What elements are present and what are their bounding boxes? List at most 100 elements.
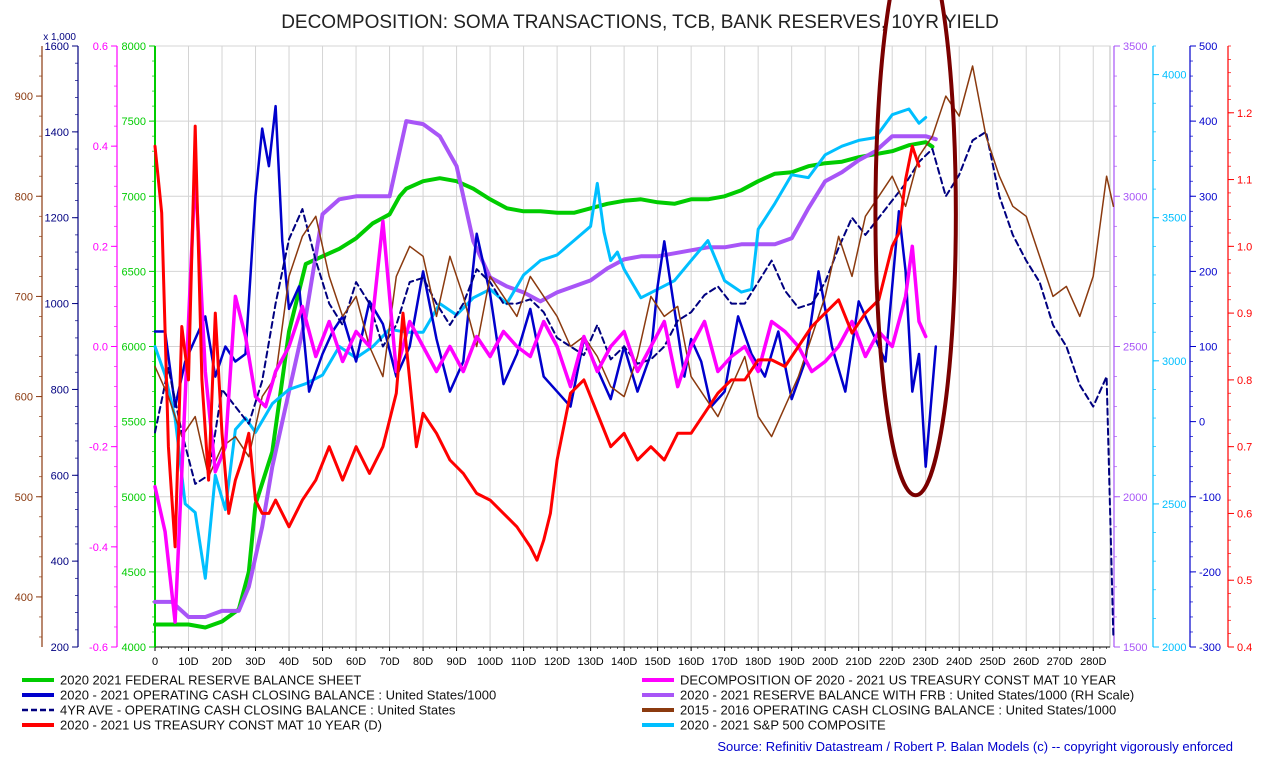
series-line-5: [154, 65, 1115, 478]
legend-label-4: DECOMPOSITION OF 2020 - 2021 US TREASURY…: [680, 673, 1116, 688]
y-tick-label-green: 6500: [122, 266, 146, 278]
y-tick-label-blue: -100: [1199, 492, 1221, 504]
y-tick-label-brown: 600: [15, 392, 33, 404]
legend-label-3: 2020 - 2021 US TREASURY CONST MAT 10 YEA…: [60, 718, 382, 733]
y-tick-label-navy: 1000: [45, 299, 69, 311]
x-tick-label: 20D: [212, 656, 232, 668]
y-tick-label-cyan: 2500: [1162, 499, 1186, 511]
x-tick-label: 150D: [644, 656, 670, 668]
legend: 2020 2021 FEDERAL RESERVE BALANCE SHEET2…: [22, 673, 1134, 733]
legend-label-7: 2020 - 2021 S&P 500 COMPOSITE: [680, 718, 886, 733]
y-tick-label-navy: 1400: [45, 127, 69, 139]
y-tick-label-brown: 700: [15, 291, 33, 303]
y-tick-label-red: 1.1: [1237, 175, 1252, 187]
y-tick-label-green: 6000: [122, 342, 146, 354]
y-tick-label-magenta: 0.4: [93, 141, 108, 153]
x-tick-label: 180D: [745, 656, 771, 668]
series-layer: [153, 65, 1115, 640]
y-tick-label-blue: 300: [1199, 191, 1217, 203]
x-tick-label: 280D: [1080, 656, 1106, 668]
y-tick-label-brown: 900: [15, 91, 33, 103]
x-tick-label: 190D: [779, 656, 805, 668]
y-tick-label-magenta: -0.4: [89, 542, 108, 554]
series-line-4: [154, 130, 1115, 640]
x-tick-label: 270D: [1047, 656, 1073, 668]
x-tick-label: 160D: [678, 656, 704, 668]
series-line-0: [153, 140, 935, 630]
y-tick-label-navy: 200: [51, 642, 69, 654]
y-tick-label-purple: 2500: [1123, 342, 1147, 354]
series-line-7: [153, 124, 921, 562]
y-tick-label-red: 0.5: [1237, 575, 1252, 587]
y-tick-label-cyan: 4000: [1162, 70, 1186, 82]
y-tick-label-red: 1.0: [1237, 241, 1252, 253]
y-tick-label-blue: -300: [1199, 642, 1221, 654]
y-tick-label-green: 5000: [122, 492, 146, 504]
x-tick-label: 110D: [511, 656, 537, 668]
y-tick-label-red: 0.7: [1237, 442, 1252, 454]
y-tick-label-navy: 1200: [45, 213, 69, 225]
x-tick-label: 130D: [577, 656, 603, 668]
y-tick-label-magenta: 0.2: [93, 241, 108, 253]
y-tick-label-purple: 3000: [1123, 191, 1147, 203]
x-tick-label: 10D: [178, 656, 198, 668]
y-tick-label-purple: 1500: [1123, 642, 1147, 654]
x-tick-label: 260D: [1013, 656, 1039, 668]
y-tick-label-green: 4500: [122, 567, 146, 579]
y-tick-label-cyan: 2000: [1162, 642, 1186, 654]
y-tick-label-navy: 600: [51, 470, 69, 482]
y-tick-label-green: 5500: [122, 417, 146, 429]
y-tick-label-green: 7000: [122, 191, 146, 203]
x-tick-label: 100D: [477, 656, 503, 668]
y-tick-label-blue: 400: [1199, 116, 1217, 128]
y-tick-label-blue: 200: [1199, 266, 1217, 278]
x-tick-label: 60D: [346, 656, 366, 668]
x-tick-label: 50D: [312, 656, 332, 668]
y-tick-label-cyan: 3000: [1162, 356, 1186, 368]
x-tick-label: 210D: [846, 656, 872, 668]
y-tick-label-red: 0.9: [1237, 308, 1252, 320]
y-tick-label-magenta: 0.0: [93, 342, 108, 354]
x-tick-label: 30D: [245, 656, 265, 668]
x-tick-label: 0: [152, 656, 158, 668]
y-tick-label-magenta: -0.2: [89, 442, 108, 454]
annotation-layer: [873, 0, 958, 498]
x-tick-label: 170D: [712, 656, 738, 668]
x-tick-label: 200D: [812, 656, 838, 668]
y-tick-label-purple: 3500: [1123, 41, 1147, 53]
x-tick-label: 220D: [879, 656, 905, 668]
x-tick-label: 250D: [980, 656, 1006, 668]
y-tick-label-blue: 0: [1199, 417, 1205, 429]
y-tick-label-brown: 800: [15, 191, 33, 203]
x-tick-label: 230D: [913, 656, 939, 668]
y-tick-label-green: 8000: [122, 41, 146, 53]
y-tick-label-red: 1.2: [1237, 108, 1252, 120]
x-tick-label: 120D: [544, 656, 570, 668]
axes-layer: 0 10D 20D 30D 40D 50D 60D 70D 80D 90D 100D 110D 120D…: [15, 32, 1253, 668]
series-line-1: [153, 119, 938, 619]
y-tick-label-red: 0.6: [1237, 508, 1252, 520]
y-tick-label-navy: 1600: [45, 41, 69, 53]
series-line-2: [153, 107, 928, 580]
y-tick-label-blue: 500: [1199, 41, 1217, 53]
y-tick-label-brown: 500: [15, 492, 33, 504]
legend-label-0: 2020 2021 FEDERAL RESERVE BALANCE SHEET: [60, 673, 361, 688]
legend-label-5: 2020 - 2021 RESERVE BALANCE WITH FRB : U…: [680, 688, 1134, 703]
y-tick-label-navy: 800: [51, 384, 69, 396]
x-tick-label: 140D: [611, 656, 637, 668]
legend-label-6: 2015 - 2016 OPERATING CASH CLOSING BALAN…: [680, 703, 1116, 718]
x-tick-label: 40D: [279, 656, 299, 668]
legend-label-1: 2020 - 2021 OPERATING CASH CLOSING BALAN…: [60, 688, 496, 703]
x-tick-label: 70D: [379, 656, 399, 668]
series-line-6: [153, 169, 928, 624]
legend-label-2: 4YR AVE - OPERATING CASH CLOSING BALANCE…: [60, 703, 456, 718]
y-tick-label-red: 0.4: [1237, 642, 1252, 654]
y-tick-label-red: 0.8: [1237, 375, 1252, 387]
y-tick-label-magenta: 0.6: [93, 41, 108, 53]
y-tick-label-blue: 100: [1199, 342, 1217, 354]
y-tick-label-cyan: 3500: [1162, 213, 1186, 225]
highlight-ellipse: [873, 0, 958, 498]
y-tick-label-green: 4000: [122, 642, 146, 654]
